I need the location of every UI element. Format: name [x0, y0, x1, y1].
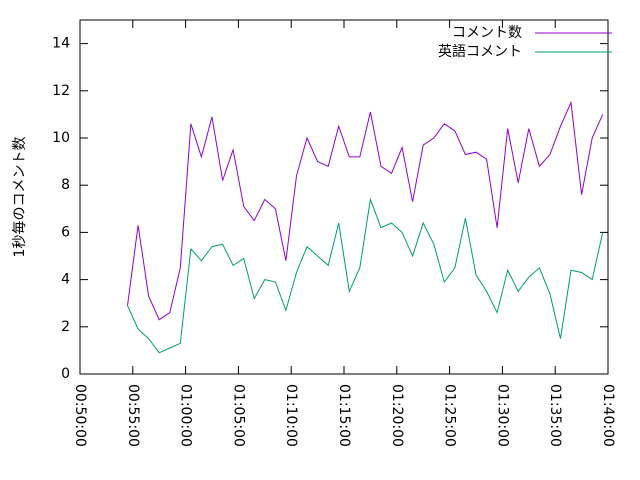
x-tick-label: 01:15:00 [336, 384, 352, 447]
y-tick-label: 4 [61, 272, 70, 288]
x-tick-label: 00:55:00 [125, 384, 141, 447]
x-tick-label: 01:10:00 [283, 384, 299, 447]
x-tick-label: 01:25:00 [442, 384, 458, 447]
y-axis-label: 1秒毎のコメント数 [12, 137, 28, 258]
legend-label: コメント数 [452, 25, 522, 41]
x-tick-label: 01:40:00 [600, 384, 616, 447]
x-tick-label: 01:20:00 [389, 384, 405, 447]
legend-label: 英語コメント [438, 43, 522, 60]
series-line [127, 197, 604, 354]
x-tick-label: 01:30:00 [494, 384, 510, 447]
plot-frame [79, 19, 609, 375]
x-tick-label: 00:50:00 [72, 384, 88, 447]
y-tick-label: 8 [61, 177, 70, 193]
y-tick-label: 2 [61, 319, 70, 335]
x-tick-label: 01:05:00 [230, 384, 246, 447]
x-tick-label: 01:35:00 [547, 384, 563, 447]
y-tick-label: 12 [52, 83, 70, 99]
series-line [127, 100, 604, 321]
y-tick-label: 6 [61, 224, 70, 240]
y-tick-label: 0 [61, 366, 70, 382]
x-tick-label: 01:00:00 [178, 384, 194, 447]
y-tick-label: 14 [52, 36, 70, 52]
y-tick-label: 10 [52, 130, 70, 146]
